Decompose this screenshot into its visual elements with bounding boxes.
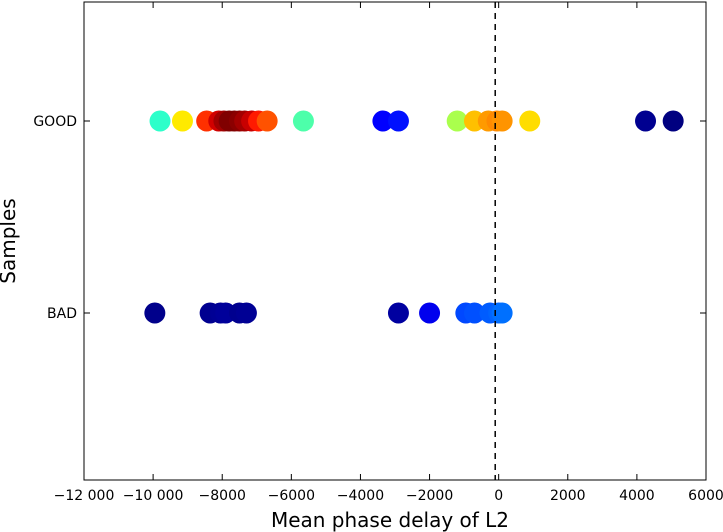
x-tick-label: 2000 — [550, 488, 586, 504]
y-tick-label-good: GOOD — [33, 114, 77, 130]
y-tick-label-bad: BAD — [47, 306, 77, 322]
y-axis-ticks: GOOD BAD — [33, 114, 706, 322]
x-tick-label: 4000 — [619, 488, 655, 504]
data-point-good-12 — [292, 110, 314, 132]
data-point-good-20 — [519, 110, 541, 132]
x-tick-label: 0 — [494, 488, 503, 504]
x-tick-label: −6000 — [268, 488, 315, 504]
data-point-good-0 — [149, 110, 171, 132]
x-tick-label: −12 000 — [54, 488, 115, 504]
data-point-good-1 — [171, 110, 193, 132]
data-point-good-15 — [446, 110, 468, 132]
y-axis-title: Samples — [0, 198, 20, 283]
points-layer — [144, 110, 684, 324]
data-point-good-21 — [635, 110, 657, 132]
data-point-good-11 — [256, 110, 278, 132]
x-axis-ticks: −12 000 −10 000 −8000 −6000 −4000 −2000 0 2000 4… — [54, 2, 723, 504]
x-tick-label: −8000 — [199, 488, 246, 504]
data-point-bad-12 — [491, 302, 513, 324]
data-point-good-14 — [387, 110, 409, 132]
data-point-good-19 — [491, 110, 513, 132]
data-point-bad-7 — [419, 302, 441, 324]
x-axis-title: Mean phase delay of L2 — [271, 508, 509, 532]
x-tick-label: −2000 — [406, 488, 453, 504]
data-point-bad-6 — [387, 302, 409, 324]
plot-frame — [83, 1, 707, 481]
data-point-bad-0 — [144, 302, 166, 324]
data-point-bad-5 — [235, 302, 257, 324]
data-point-good-13 — [372, 110, 394, 132]
plot-area — [84, 2, 706, 480]
x-tick-label: −10 000 — [123, 488, 184, 504]
x-tick-label: −4000 — [337, 488, 384, 504]
x-tick-label: 6000 — [688, 488, 723, 504]
data-point-bad-9 — [463, 302, 485, 324]
data-point-good-22 — [662, 110, 684, 132]
